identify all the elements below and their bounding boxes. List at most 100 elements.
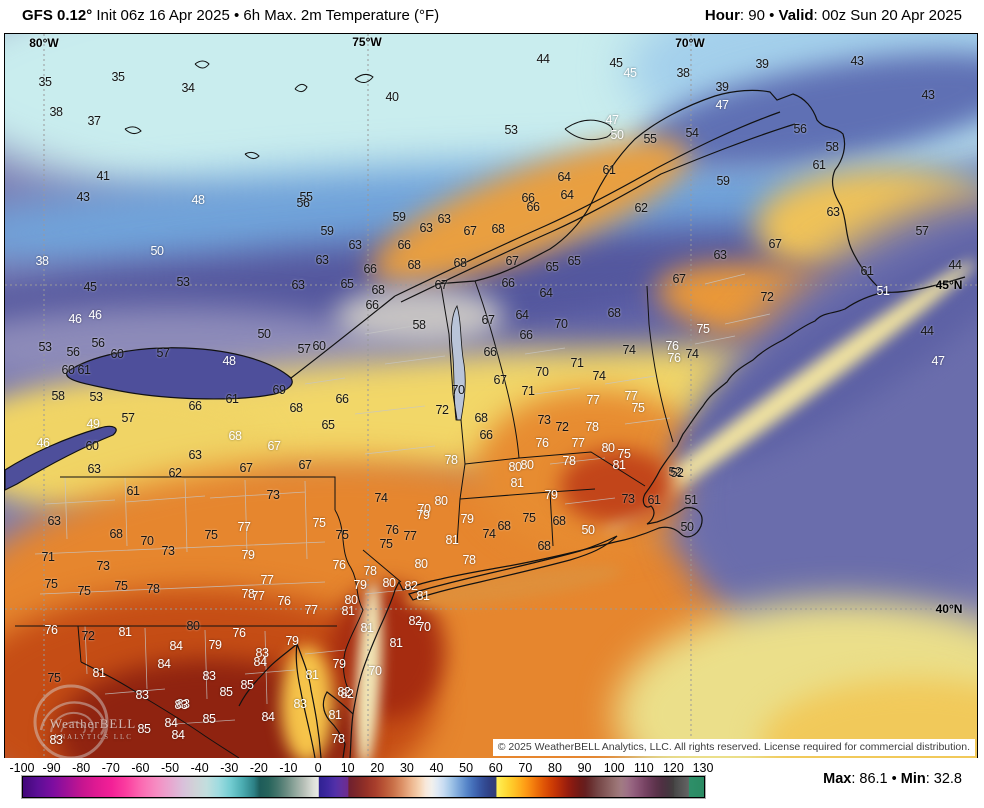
temp-label: 56 xyxy=(66,344,80,359)
temp-label: 85 xyxy=(137,721,151,736)
temp-label: 75 xyxy=(312,515,326,530)
temp-label: 60 xyxy=(312,338,326,353)
temp-label: 61 xyxy=(860,263,874,278)
colorbar-tick-label: 0 xyxy=(314,761,322,775)
colorbar-tick-label: -40 xyxy=(190,761,209,775)
temp-label: 67 xyxy=(672,271,686,286)
min-value: : 32.8 xyxy=(925,771,962,787)
colorbar-tick-label: 100 xyxy=(603,761,625,775)
temp-label: 68 xyxy=(371,282,385,297)
temp-label: 83 xyxy=(293,696,307,711)
temp-label: 50 xyxy=(150,243,164,258)
temp-label: 85 xyxy=(219,684,233,699)
ma-north-border xyxy=(464,451,646,487)
temp-label: 68 xyxy=(289,400,303,415)
field-gray-pocket xyxy=(335,286,505,346)
temp-label: 66 xyxy=(521,190,535,205)
st-lawrence-river-south-bank xyxy=(400,123,796,303)
colorbar-tick-label: -10 xyxy=(279,761,298,775)
temp-label: 81 xyxy=(328,707,342,722)
temp-label: 61 xyxy=(225,391,239,406)
temp-label: 62 xyxy=(634,200,648,215)
temp-label: 53 xyxy=(504,122,518,137)
temp-label: 74 xyxy=(592,368,606,383)
temp-label: 68 xyxy=(607,305,621,320)
temp-label: 47 xyxy=(931,353,945,368)
temp-label: 79 xyxy=(208,637,222,652)
colorbar-tick-label: 30 xyxy=(399,761,414,775)
temp-label: 83 xyxy=(49,732,63,747)
potomac-river xyxy=(238,643,298,707)
temp-label: 49 xyxy=(86,416,100,431)
temp-label: 72 xyxy=(81,628,95,643)
ma-south-border xyxy=(459,488,596,500)
colorbar-tick-label: 20 xyxy=(370,761,385,775)
temp-label: 77 xyxy=(237,519,251,534)
temp-label: 45 xyxy=(609,55,623,70)
temp-label: 59 xyxy=(320,223,334,238)
temp-label: 84 xyxy=(157,656,171,671)
temp-label: 39 xyxy=(715,79,729,94)
temp-label: 66 xyxy=(519,327,533,342)
temp-label: 68 xyxy=(552,513,566,528)
copyright-notice: © 2025 WeatherBELL Analytics, LLC. All r… xyxy=(492,739,975,756)
temp-label: 79 xyxy=(241,547,255,562)
temp-label: 75 xyxy=(617,446,631,461)
temp-label: 66 xyxy=(479,427,493,442)
temp-label: 40 xyxy=(385,89,399,104)
temp-label: 61 xyxy=(602,162,616,177)
temp-label: 53 xyxy=(89,389,103,404)
temp-label: 65 xyxy=(567,253,581,268)
colorbar-tick-label: 110 xyxy=(633,761,654,775)
temp-label: 80 xyxy=(186,618,200,633)
temp-label: 58 xyxy=(825,139,839,154)
temp-label: 67 xyxy=(434,277,448,292)
temp-label: 67 xyxy=(267,438,281,453)
temp-label: 50 xyxy=(610,127,624,142)
temp-label: 80 xyxy=(414,556,428,571)
temp-label: 51 xyxy=(684,492,698,507)
temp-label: 79 xyxy=(353,577,367,592)
temp-label: 46 xyxy=(36,435,50,450)
state-borders xyxy=(15,280,674,758)
temp-label: 57 xyxy=(156,345,170,360)
small-lakes xyxy=(124,60,613,160)
temp-label: 63 xyxy=(826,204,840,219)
max-min-readout: Max: 86.1 • Min: 32.8 xyxy=(823,771,962,787)
temp-label: 71 xyxy=(41,549,55,564)
temp-label: 56 xyxy=(91,335,105,350)
colorbar-tick-label: 10 xyxy=(340,761,355,775)
temp-label: 73 xyxy=(621,491,635,506)
colorbar-tick-label: -30 xyxy=(220,761,239,775)
temp-label: 57 xyxy=(121,410,135,425)
temp-label: 75 xyxy=(379,536,393,551)
temp-label: 48 xyxy=(222,353,236,368)
temp-label: 68 xyxy=(228,428,242,443)
chesapeake-bay xyxy=(295,643,322,758)
temp-label: 63 xyxy=(713,247,727,262)
temp-label: 67 xyxy=(505,253,519,268)
temp-label: 84 xyxy=(164,715,178,730)
temp-label: 34 xyxy=(181,80,195,95)
max-value: : 86.1 • xyxy=(851,771,901,787)
temp-label: 56 xyxy=(793,121,807,136)
temp-label: 65 xyxy=(340,276,354,291)
temp-label: 64 xyxy=(557,169,571,184)
temp-label: 76 xyxy=(332,557,346,572)
temp-label: 70 xyxy=(451,382,465,397)
temp-label: 76 xyxy=(385,522,399,537)
temp-label: 76 xyxy=(665,338,679,353)
temp-label: 38 xyxy=(676,65,690,80)
temp-label: 51 xyxy=(876,283,890,298)
temp-label: 53 xyxy=(176,274,190,289)
temp-label: 37 xyxy=(87,113,101,128)
temp-label: 63 xyxy=(291,277,305,292)
temp-label: 64 xyxy=(539,285,553,300)
temp-label: 70 xyxy=(554,316,568,331)
temp-label: 66 xyxy=(483,344,497,359)
colorbar-tick-label: -100 xyxy=(9,761,35,775)
temp-label: 59 xyxy=(716,173,730,188)
colorbar-tick-label: -60 xyxy=(131,761,150,775)
temp-label: 81 xyxy=(445,532,459,547)
